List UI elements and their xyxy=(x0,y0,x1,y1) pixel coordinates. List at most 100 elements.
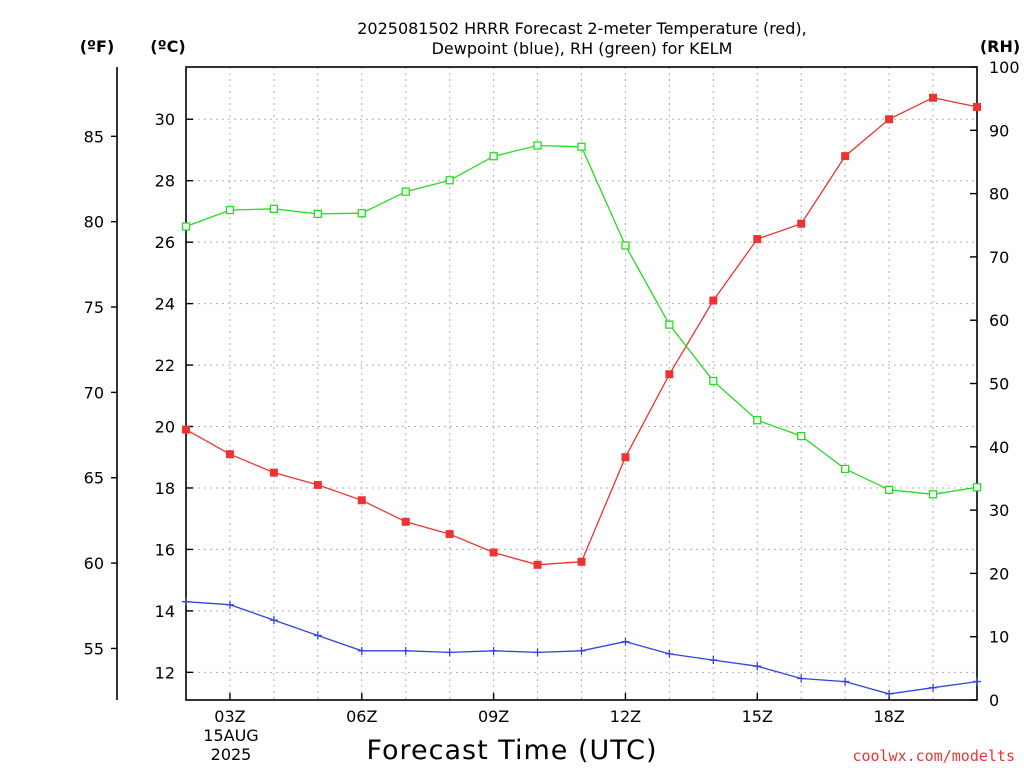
credit-text: coolwx.com/modelts xyxy=(852,747,1015,765)
rh-point xyxy=(401,187,410,196)
celsius-tick-label: 26 xyxy=(155,233,175,252)
date-day-label: 15AUG xyxy=(203,726,258,745)
axes: 55 60 65 70 75 80 85 12 14 16 18 20 22 24 26 28 30 0 10 20 3… xyxy=(84,58,1020,726)
dewpoint-point xyxy=(445,648,454,657)
rh-point xyxy=(577,142,586,151)
celsius-tick-label: 22 xyxy=(155,356,175,375)
dewpoint-point xyxy=(841,677,850,686)
chart-title-line1: 2025081502 HRRR Forecast 2-meter Tempera… xyxy=(357,19,807,38)
temperature-point xyxy=(973,102,981,111)
dewpoint-point xyxy=(182,597,190,606)
celsius-tick-label: 28 xyxy=(155,172,175,191)
rh-point xyxy=(841,464,850,474)
dewpoint-point xyxy=(577,646,586,655)
fahrenheit-tick-label: 70 xyxy=(84,383,104,402)
rh-point xyxy=(884,485,894,494)
rh-tick-label: 0 xyxy=(989,691,999,710)
rh-point xyxy=(797,431,806,441)
rh-point xyxy=(533,141,542,150)
rh-point xyxy=(621,241,630,250)
celsius-tick-label: 14 xyxy=(155,602,175,621)
rh-unit-label: (RH) xyxy=(980,37,1020,56)
rh-point xyxy=(269,204,279,213)
temperature-point xyxy=(577,557,586,566)
dewpoint-point xyxy=(709,656,718,665)
dewpoint-point xyxy=(489,646,498,655)
x-tick-label: 18Z xyxy=(873,707,904,726)
celsius-tick-label: 30 xyxy=(155,110,175,129)
rh-tick-label: 70 xyxy=(989,248,1009,267)
x-tick-label: 09Z xyxy=(478,707,509,726)
dewpoint-point xyxy=(401,646,410,655)
temperature-point xyxy=(489,548,498,557)
date-year-label: 2025 xyxy=(211,745,252,764)
rh-tick-label: 60 xyxy=(989,311,1009,330)
temperature-point xyxy=(401,517,410,526)
temperature-point xyxy=(841,152,850,161)
rh-point xyxy=(445,176,454,185)
rh-point xyxy=(928,490,938,499)
fahrenheit-tick-label: 60 xyxy=(84,554,104,573)
dewpoint-point xyxy=(313,631,322,640)
fahrenheit-tick-label: 85 xyxy=(84,127,104,146)
temperature-point xyxy=(269,468,278,477)
celsius-unit-label: (ºC) xyxy=(150,37,185,56)
rh-point xyxy=(489,152,498,161)
rh-point xyxy=(357,209,366,218)
series-temperature xyxy=(182,93,981,569)
dewpoint-point xyxy=(973,677,981,686)
temperature-point xyxy=(665,370,674,379)
fahrenheit-tick-label: 80 xyxy=(84,213,104,232)
x-tick-label: 15Z xyxy=(742,707,773,726)
x-tick-label: 06Z xyxy=(346,707,377,726)
rh-tick-label: 40 xyxy=(989,438,1009,457)
dewpoint-point xyxy=(621,637,630,646)
dewpoint-point xyxy=(885,689,894,698)
rh-point xyxy=(753,416,762,425)
dewpoint-point xyxy=(753,662,762,671)
rh-tick-label: 50 xyxy=(989,375,1009,394)
fahrenheit-tick-label: 65 xyxy=(84,469,104,488)
grid xyxy=(186,67,977,700)
celsius-tick-label: 24 xyxy=(155,295,175,314)
celsius-tick-label: 20 xyxy=(155,418,175,437)
series-dewpoint xyxy=(182,597,981,698)
temperature-point xyxy=(929,93,938,102)
rh-tick-label: 30 xyxy=(989,501,1009,520)
temperature-point xyxy=(533,560,542,569)
temperature-point xyxy=(885,115,894,124)
chart-title-line2: Dewpoint (blue), RH (green) for KELM xyxy=(432,39,733,58)
dewpoint-point xyxy=(929,683,938,692)
plot-frame xyxy=(185,66,978,701)
temperature-point xyxy=(797,219,806,228)
temperature-point xyxy=(709,296,718,305)
fahrenheit-tick-label: 55 xyxy=(84,639,104,658)
rh-point xyxy=(313,209,322,219)
dewpoint-point xyxy=(225,600,234,609)
temperature-point xyxy=(357,496,366,505)
temperature-point xyxy=(225,450,234,459)
rh-tick-label: 80 xyxy=(989,185,1009,204)
rh-tick-label: 100 xyxy=(989,58,1020,77)
rh-point xyxy=(972,483,982,492)
series-rh xyxy=(181,141,982,499)
rh-tick-label: 10 xyxy=(989,628,1009,647)
rh-tick-label: 90 xyxy=(989,121,1009,140)
rh-tick-label: 20 xyxy=(989,564,1009,583)
dewpoint-point xyxy=(269,616,278,625)
celsius-tick-label: 12 xyxy=(155,663,175,682)
fahrenheit-unit-label: (ºF) xyxy=(80,37,115,56)
x-axis-title: Forecast Time (UTC) xyxy=(366,735,657,766)
rh-point xyxy=(665,320,674,329)
x-tick-label: 03Z xyxy=(214,707,245,726)
temperature-point xyxy=(753,235,762,244)
celsius-tick-label: 16 xyxy=(155,540,175,559)
rh-point xyxy=(709,376,718,386)
temperature-point xyxy=(621,453,630,462)
temperature-point xyxy=(313,480,322,489)
x-tick-label: 12Z xyxy=(610,707,641,726)
dewpoint-point xyxy=(357,646,366,655)
temperature-point xyxy=(182,425,190,434)
